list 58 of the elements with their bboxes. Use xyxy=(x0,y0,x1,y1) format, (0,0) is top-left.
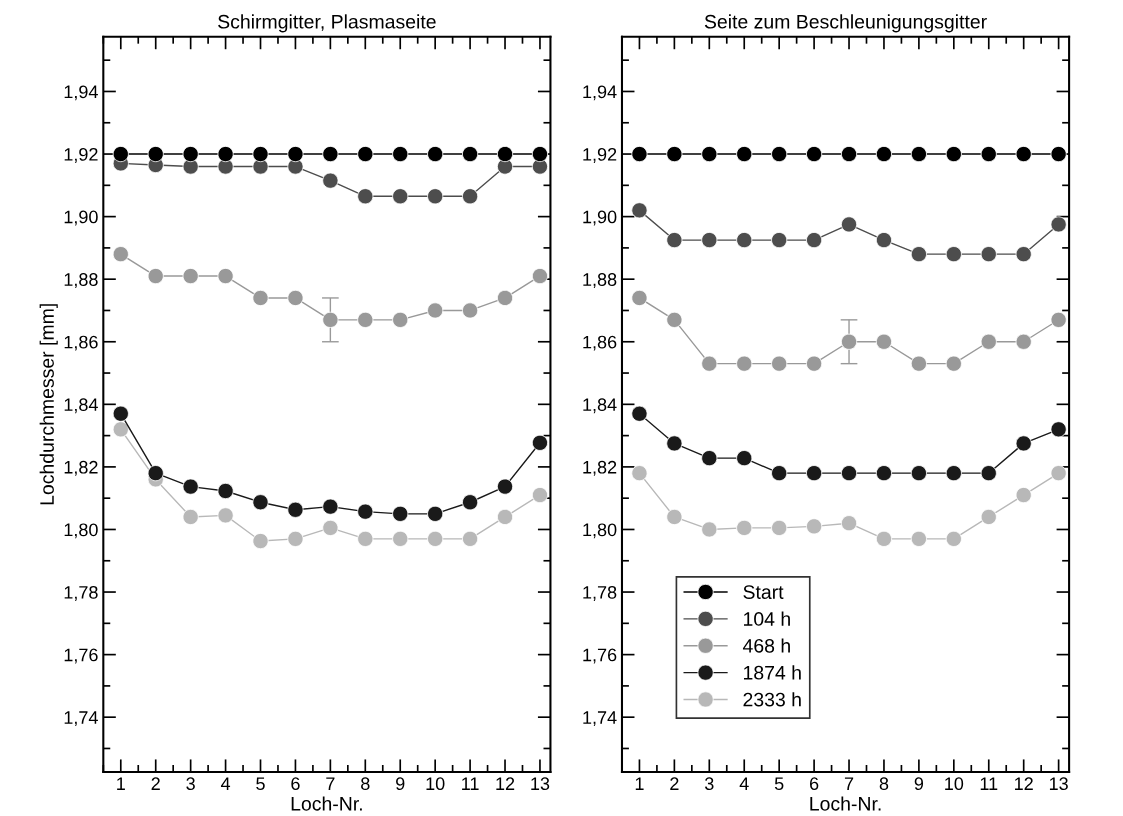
x-tick-label: 13 xyxy=(531,777,550,791)
x-tick-label: 7 xyxy=(844,777,854,790)
y-tick-label: 1,84 xyxy=(583,398,617,414)
y-tick-label: 1,74 xyxy=(64,711,98,727)
y-tick-label: 1,78 xyxy=(64,585,98,601)
x-tick-label: 6 xyxy=(809,777,819,791)
chart-title: Seite zum Beschleunigungsgitter xyxy=(704,14,987,33)
y-tick-label: 1,84 xyxy=(64,398,98,414)
x-tick-label: 5 xyxy=(256,777,265,791)
y-tick-label: 1,82 xyxy=(64,460,98,476)
y-tick-label: 1,74 xyxy=(583,711,617,727)
x-tick-label: 6 xyxy=(291,777,300,791)
x-tick-label: 13 xyxy=(1049,777,1068,791)
x-tick-label: 1 xyxy=(635,777,644,790)
y-tick-label: 1,86 xyxy=(583,335,617,351)
y-tick-label: 1,78 xyxy=(583,585,617,601)
x-tick-label: 8 xyxy=(361,777,370,791)
x-tick-label: 4 xyxy=(220,777,231,790)
y-tick-label: 1,86 xyxy=(64,335,98,351)
y-tick-label: 1,82 xyxy=(583,460,617,476)
y-tick-label: 1,76 xyxy=(583,648,617,664)
x-tick-label: 10 xyxy=(426,777,445,791)
y-tick-label: 1,94 xyxy=(64,85,98,101)
legend-label: 104 h xyxy=(744,611,790,626)
x-axis-title: Loch-Nr. xyxy=(810,796,881,811)
x-tick-label: 10 xyxy=(945,777,964,791)
x-tick-label: 2 xyxy=(670,777,679,790)
x-tick-label: 11 xyxy=(980,777,998,790)
x-tick-label: 9 xyxy=(914,777,924,791)
x-tick-label: 12 xyxy=(496,777,515,790)
x-tick-label: 9 xyxy=(396,777,405,791)
legend-label: 468 h xyxy=(742,638,790,653)
y-tick-label: 1,88 xyxy=(64,273,98,289)
x-tick-label: 3 xyxy=(186,777,195,791)
y-tick-label: 1,90 xyxy=(583,210,617,226)
x-tick-label: 11 xyxy=(462,777,479,790)
y-tick-label: 1,88 xyxy=(583,273,617,289)
y-tick-label: 1,90 xyxy=(64,210,98,226)
x-tick-label: 7 xyxy=(326,777,335,790)
x-tick-label: 2 xyxy=(151,777,160,790)
x-tick-label: 4 xyxy=(739,777,749,790)
y-tick-label: 1,76 xyxy=(64,648,98,664)
y-tick-label: 1,80 xyxy=(64,523,98,539)
x-tick-label: 5 xyxy=(774,777,784,791)
x-tick-label: 1 xyxy=(117,777,125,790)
chart-title: Schirmgitter, Plasmaseite xyxy=(218,14,436,33)
x-axis-title: Loch-Nr. xyxy=(291,796,362,811)
y-tick-label: 1,94 xyxy=(583,85,617,101)
y-tick-label: 1,92 xyxy=(64,147,98,163)
legend-label: Start xyxy=(743,585,784,599)
x-tick-label: 3 xyxy=(704,777,714,791)
x-tick-label: 8 xyxy=(879,777,889,791)
y-tick-label: 1,80 xyxy=(583,523,617,539)
legend-label: 1874 h xyxy=(744,665,801,680)
y-tick-label: 1,92 xyxy=(583,147,617,163)
x-tick-label: 12 xyxy=(1015,777,1033,790)
legend-label: 2333 h xyxy=(743,692,801,707)
y-axis-title: Lochdurchmesser [mm] xyxy=(39,304,58,505)
